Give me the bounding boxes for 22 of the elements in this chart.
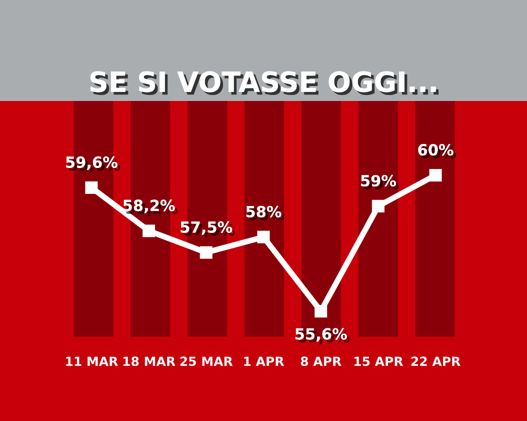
point	[200, 246, 212, 259]
x-tick-label: 15 APR	[354, 356, 404, 366]
point	[314, 304, 328, 318]
point	[429, 168, 442, 182]
point	[257, 230, 270, 244]
data-label: 59,6%	[66, 156, 120, 173]
data-label: 60%	[418, 144, 456, 158]
data-label: 55,6%	[296, 328, 350, 344]
point	[85, 181, 98, 194]
x-tick-label: 25 MAR	[180, 356, 233, 366]
data-label: 57,5%	[180, 221, 235, 238]
x-tick-label: 22 APR	[411, 356, 460, 366]
chart-title: SE SI VOTASSE OGGI...	[90, 71, 439, 96]
x-tick-label: 18 MAR	[123, 356, 176, 366]
data-label: 58,2%	[123, 200, 178, 216]
data-label: 59%	[361, 174, 399, 190]
point	[142, 224, 156, 238]
x-tick-label: 1 APR	[244, 356, 284, 366]
x-tick-label: 8 APR	[300, 356, 342, 366]
x-tick-label: 11 MAR	[66, 356, 118, 366]
point	[372, 200, 384, 212]
data-label: 58%	[246, 206, 284, 220]
